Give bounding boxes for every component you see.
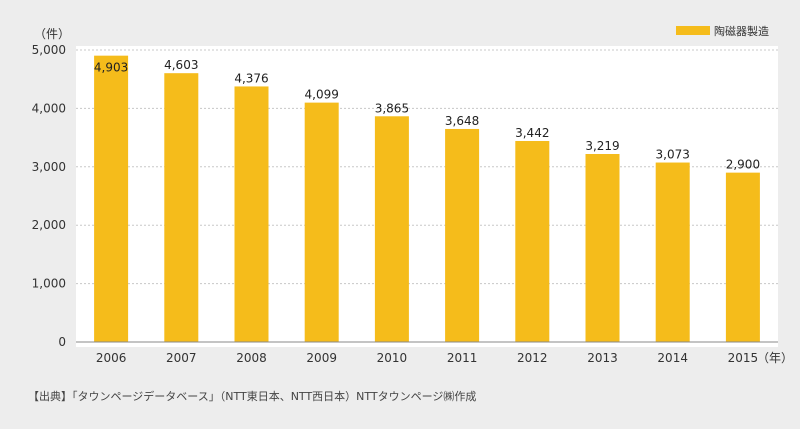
x-axis-unit: （年） [757, 351, 793, 365]
data-label: 2,900 [726, 158, 760, 172]
y-tick-label: 2,000 [32, 218, 66, 232]
bar [445, 128, 480, 342]
x-tick-label: 2010 [377, 351, 408, 365]
x-tick-label: 2009 [306, 351, 337, 365]
data-label: 3,073 [656, 148, 690, 162]
y-axis-unit: （件） [34, 27, 70, 41]
x-tick-label: 2011 [447, 351, 478, 365]
bar [164, 73, 199, 342]
data-label: 4,903 [94, 61, 128, 75]
bar [655, 162, 690, 342]
bar [725, 172, 760, 342]
data-label: 3,219 [585, 139, 619, 153]
x-tick-label: 2008 [236, 351, 267, 365]
x-tick-label: 2014 [657, 351, 688, 365]
bar [234, 86, 269, 343]
legend-label: 陶磁器製造 [714, 24, 769, 38]
bar [585, 154, 620, 342]
data-label: 4,603 [164, 58, 198, 72]
y-tick-label: 3,000 [32, 160, 66, 174]
bar [515, 140, 550, 342]
y-tick-label: 1,000 [32, 277, 66, 291]
data-label: 4,099 [305, 88, 339, 102]
data-label: 4,376 [234, 71, 268, 85]
bar [304, 102, 339, 342]
bar [94, 55, 129, 343]
legend-swatch [676, 26, 710, 35]
x-tick-label: 2007 [166, 351, 197, 365]
x-tick-label: 2006 [96, 351, 127, 365]
y-tick-label: 0 [58, 335, 66, 349]
data-label: 3,648 [445, 114, 479, 128]
bar [374, 116, 409, 342]
x-tick-label: 2012 [517, 351, 548, 365]
x-tick-label: 2015 [728, 351, 759, 365]
data-label: 3,865 [375, 101, 409, 115]
data-label: 3,442 [515, 126, 549, 140]
x-tick-label: 2013 [587, 351, 618, 365]
source-note: 【出典】「タウンページデータベース」（NTT東日本、NTT西日本）NTTタウンペ… [28, 390, 477, 403]
y-tick-label: 4,000 [32, 101, 66, 115]
y-tick-label: 5,000 [32, 43, 66, 57]
